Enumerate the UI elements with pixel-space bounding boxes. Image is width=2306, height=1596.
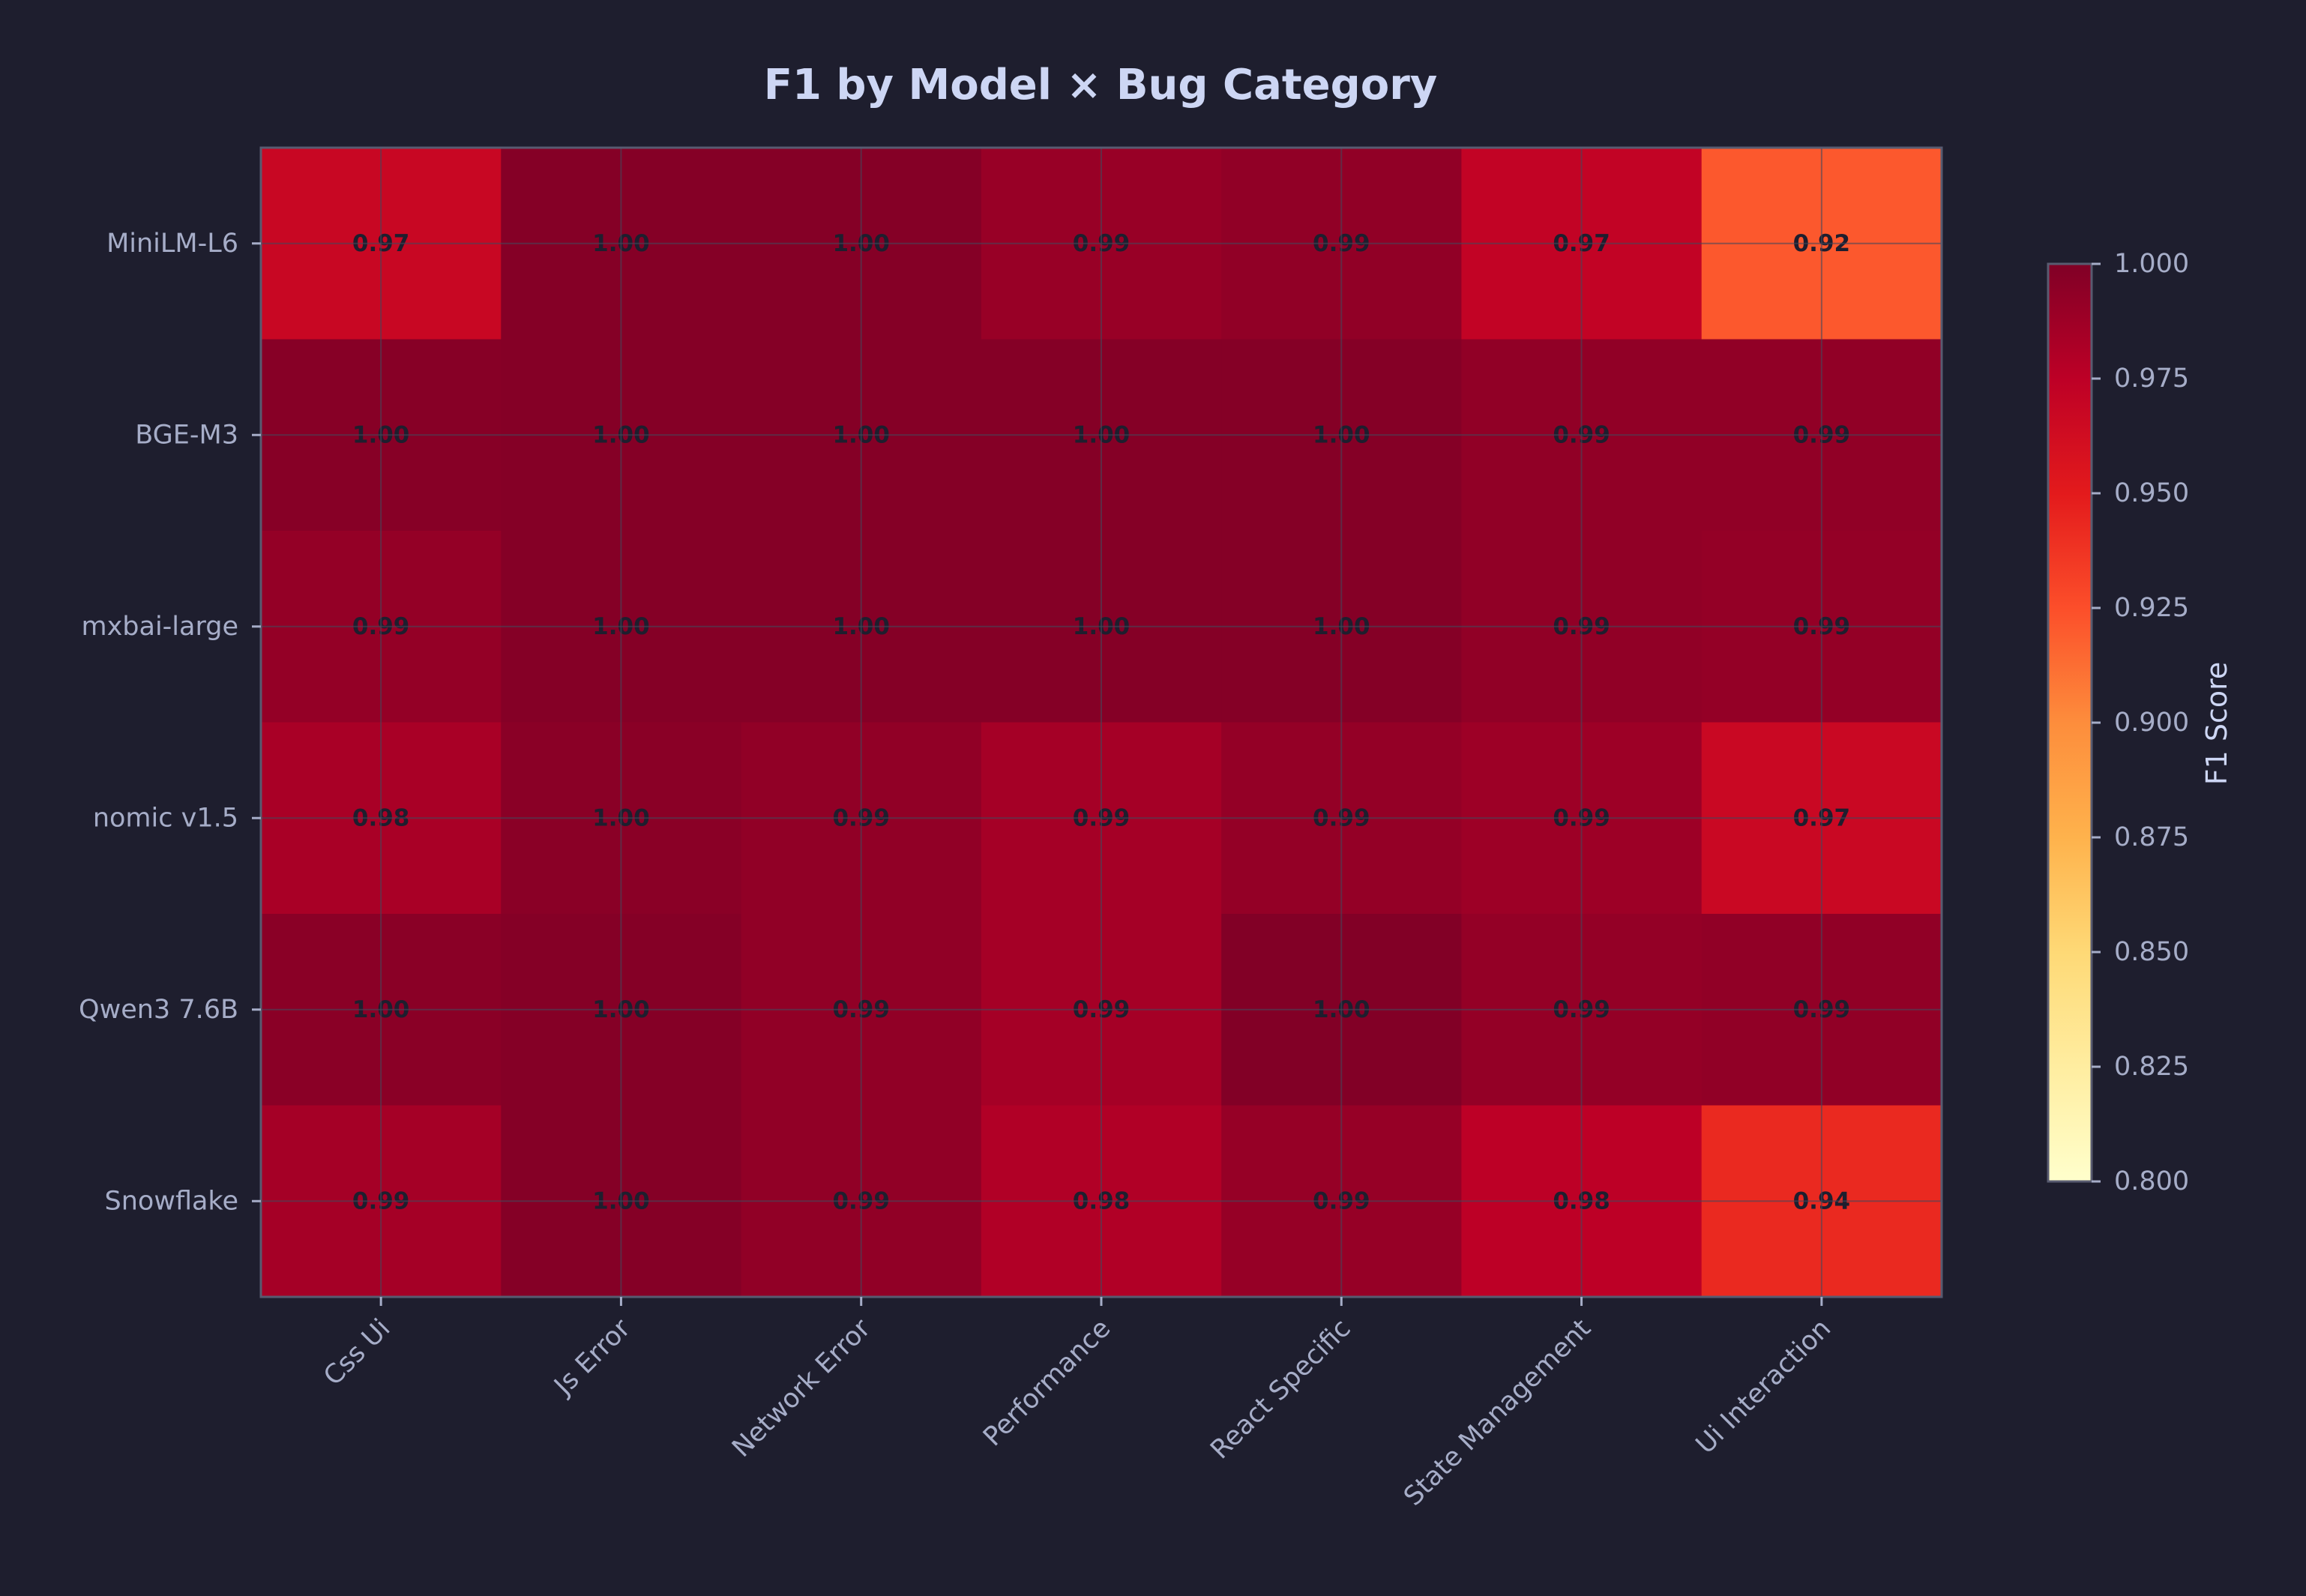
x-tick-label: React Specific: [1205, 1313, 1356, 1465]
x-tick-label: Performance: [978, 1313, 1116, 1452]
y-tick-label: nomic v1.5: [93, 803, 238, 833]
y-tick-label: BGE-M3: [135, 420, 238, 450]
colorbar-tick-label: 0.825: [2114, 1052, 2189, 1082]
colorbar-tick-label: 0.875: [2114, 822, 2189, 852]
x-tick-label: State Management: [1398, 1313, 1597, 1512]
colorbar-label: F1 Score: [2200, 662, 2233, 786]
colorbar-tick-label: 0.975: [2114, 364, 2189, 394]
y-tick-label: MiniLM-L6: [106, 229, 238, 259]
y-tick-label: Snowflake: [105, 1186, 239, 1216]
x-tick-label: Ui Interaction: [1691, 1313, 1837, 1460]
y-axis: MiniLM-L6 BGE-M3 mxbai-large nomic v1.5 Qwen…: [79, 229, 261, 1216]
colorbar-tick-label: 0.850: [2114, 937, 2189, 967]
colorbar-tick-label: 1.000: [2114, 249, 2189, 279]
colorbar-tick-label: 0.925: [2114, 593, 2189, 623]
x-tick-label: Js Error: [548, 1313, 637, 1403]
heatmap-grid: [261, 148, 1942, 1297]
colorbar-tick-label: 0.800: [2114, 1166, 2189, 1196]
x-tick-label: Css Ui: [318, 1313, 396, 1391]
colorbar-tick-label: 0.900: [2114, 708, 2189, 738]
x-axis: Css Ui Js Error Network Error Performance Re…: [318, 1297, 1837, 1512]
colorbar: 0.800 0.825 0.850 0.875 0.900 0.925 0.950 0.975…: [2047, 249, 2189, 1196]
colorbar-tick-label: 0.950: [2114, 478, 2189, 508]
x-tick-label: Network Error: [726, 1313, 876, 1463]
y-tick-label: Qwen3 7.6B: [79, 995, 238, 1025]
y-tick-label: mxbai-large: [81, 612, 238, 642]
colorbar-gradient: [2047, 262, 2093, 1183]
chart-title: F1 by Model × Bug Category: [764, 61, 1438, 109]
